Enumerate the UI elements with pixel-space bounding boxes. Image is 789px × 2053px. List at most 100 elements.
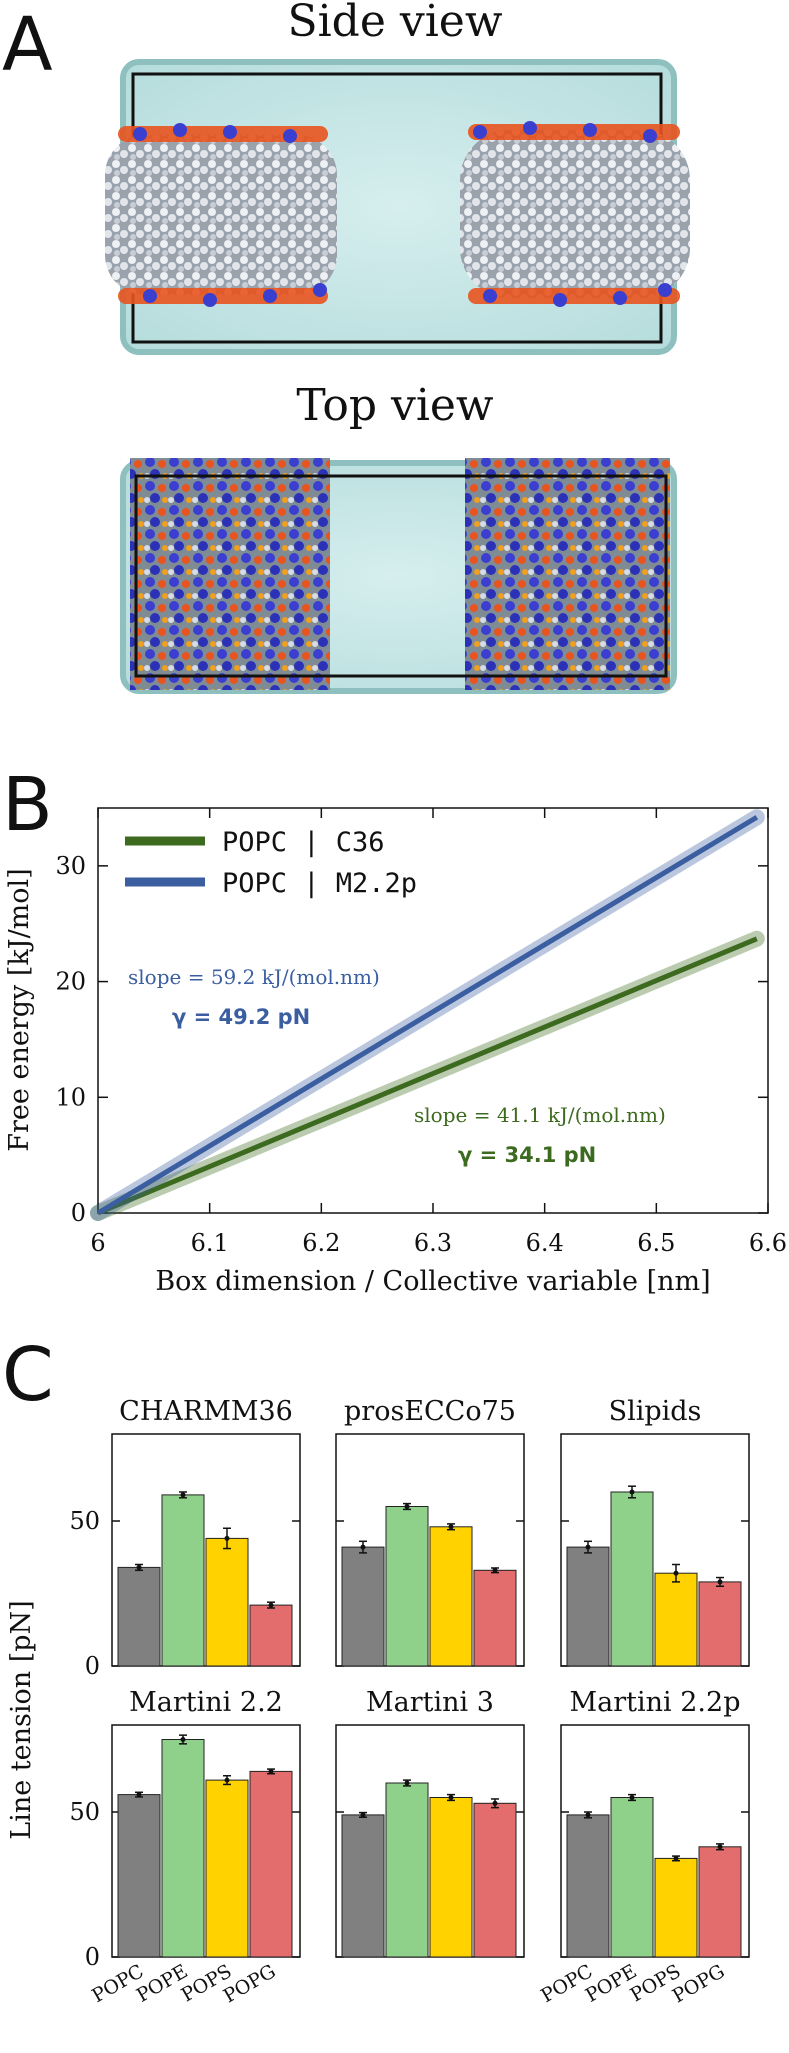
blue-slope-annotation: slope = 59.2 kJ/(mol.nm) [128,965,380,989]
bar-pope [161,1739,205,1958]
subplot-title: prosECCo75 [344,1396,516,1427]
panel-b-letter: B [2,762,53,848]
side-view-snapshot [105,59,690,355]
bar-mean-dot [629,1795,635,1800]
bar-mean-dot [180,1737,186,1742]
simulation-snapshots [105,59,690,694]
bar-mean-dot [136,1564,142,1570]
series-line-1 [96,815,759,1216]
right-bilayer-patch [460,121,690,307]
bar-mean-dot [224,1535,230,1541]
bar-pops [205,1537,249,1667]
line-tension-y-label: Line tension [pN] [6,1600,37,1839]
bar-pope [385,1782,429,1958]
subplot-title: Martini 3 [366,1687,494,1718]
bar-popg [698,1581,742,1667]
bar-popg [249,1770,293,1958]
y-tick-label: 20 [55,968,86,996]
bar-popg [473,1802,517,1958]
side-view-title: Side view [287,0,503,47]
bar-mean-dot [180,1492,186,1498]
bar-subplot-1: prosECCo75 [335,1396,525,1667]
x-tick-label: 6.4 [526,1229,564,1257]
subplot-title: CHARMM36 [119,1396,293,1427]
bar-pops [429,1797,473,1958]
free-energy-chart: 0 10 20 30 6 6.1 6.2 6.3 6.4 6.5 6.6 Box dimensio… [4,807,787,1297]
subplot-title: Martini 2.2 [129,1687,283,1718]
bar-mean-dot [136,1792,142,1798]
series-line-0 [97,936,758,1216]
x-tick-label: 6.2 [302,1229,340,1257]
bar-mean-dot [268,1602,274,1608]
bar-y-tick-label: 0 [85,1943,100,1971]
bar-popg [473,1569,517,1667]
bar-mean-dot [492,1800,498,1806]
bar-mean-dot [360,1812,366,1818]
bar-popc [117,1794,161,1958]
bar-subplot-4: Martini 3 [335,1687,525,1958]
bar-mean-dot [404,1780,410,1786]
x-axis-label: Box dimension / Collective variable [nm] [155,1266,710,1297]
green-slope-annotation: slope = 41.1 kJ/(mol.nm) [414,1103,666,1127]
top-view-title: Top view [296,380,494,431]
y-tick-label: 30 [55,852,86,880]
bar-y-tick-label: 0 [85,1652,100,1680]
bar-mean-dot [673,1855,679,1861]
legend: POPC | C36 POPC | M2.2p [125,827,417,899]
bar-subplots: CHARMM36 0 50 prosECCo75 Slipids Martini 2.2 0… [69,1396,750,2007]
bar-pope [385,1506,429,1667]
bar-y-tick-label: 50 [69,1507,100,1535]
bar-popg [698,1846,742,1958]
bar-pops [205,1779,249,1958]
top-view-snapshot [120,458,677,694]
bar-mean-dot [585,1544,591,1550]
legend-label-c36: POPC | C36 [222,827,385,858]
bar-popc [341,1814,385,1958]
x-tick-label: 6.6 [749,1229,787,1257]
bar-mean-dot [268,1768,274,1774]
green-gamma-annotation: γ = 34.1 pN [458,1143,596,1167]
x-tick-label: 6.5 [637,1229,675,1257]
bar-subplot-2: Slipids [560,1396,750,1667]
bar-popg [249,1604,293,1667]
y-tick-label: 10 [55,1083,86,1111]
bar-mean-dot [404,1504,410,1509]
x-tick-label: 6.3 [414,1229,452,1257]
category-label: POPG [220,1960,280,2007]
axis-ticks [97,808,769,1214]
right-patch-top [465,458,670,690]
bar-pope [610,1491,654,1667]
x-tick-label: 6 [90,1229,105,1257]
bar-pops [429,1526,473,1667]
bar-mean-dot [585,1812,591,1818]
bar-subplot-0: CHARMM36 0 50 [69,1396,301,1680]
bar-y-tick-label: 50 [69,1798,100,1826]
y-axis-label: Free energy [kJ/mol] [4,868,35,1151]
category-label: POPG [669,1960,729,2007]
x-tick-labels: 6 6.1 6.2 6.3 6.4 6.5 6.6 [90,1229,787,1257]
y-tick-labels: 0 10 20 30 [55,852,86,1227]
bar-mean-dot [717,1844,723,1850]
bar-mean-dot [717,1579,723,1585]
bar-mean-dot [673,1570,679,1576]
bar-mean-dot [629,1489,635,1495]
bar-popc [117,1566,161,1667]
bar-mean-dot [492,1567,498,1573]
legend-label-m22p: POPC | M2.2p [222,868,417,899]
bar-popc [566,1546,610,1667]
series-lines [90,809,765,1221]
bar-pope [610,1797,654,1958]
subplot-title: Martini 2.2p [570,1687,741,1718]
bar-mean-dot [448,1524,454,1530]
panel-c-letter: C [2,1332,54,1418]
bar-mean-dot [448,1795,454,1800]
x-tick-label: 6.1 [191,1229,229,1257]
bar-pops [654,1857,698,1958]
left-bilayer-patch [105,123,337,307]
bar-mean-dot [360,1544,366,1550]
panel-a-letter: A [2,2,53,88]
blue-gamma-annotation: γ = 49.2 pN [172,1005,310,1029]
subplot-title: Slipids [609,1396,702,1427]
